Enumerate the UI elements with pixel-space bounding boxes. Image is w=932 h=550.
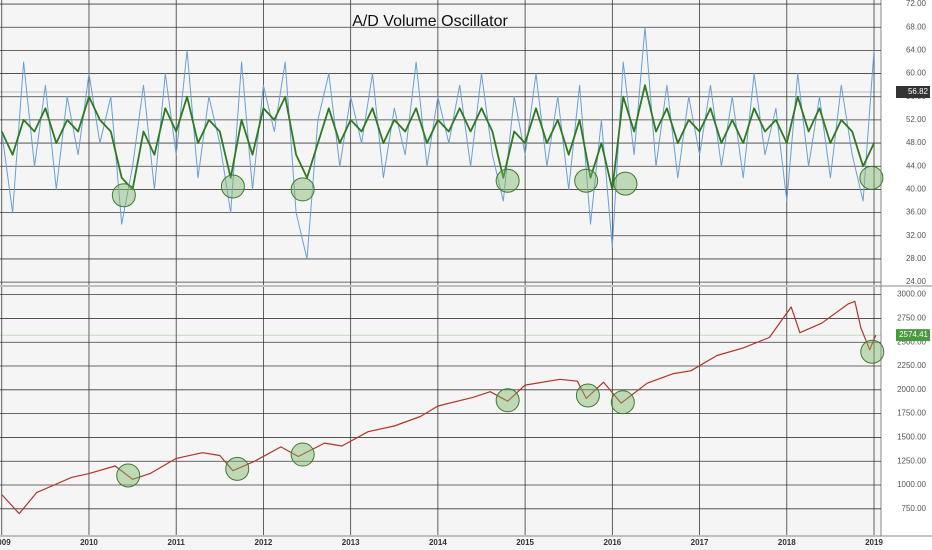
series-line: [1, 300, 877, 515]
y-tick-label: 36.00: [906, 208, 927, 217]
y-tick-label: 44.00: [906, 161, 927, 170]
x-tick-label: 2012: [255, 538, 273, 547]
x-tick-label: 2015: [516, 538, 534, 547]
x-tick-label: 2014: [429, 538, 447, 547]
y-tick-label: 64.00: [906, 46, 927, 55]
highlight-circle: [290, 442, 315, 467]
y-tick-label: 1750.00: [897, 409, 926, 418]
y-tick-label: 68.00: [906, 22, 927, 31]
series-line: [0, 84, 875, 191]
highlight-circle: [859, 165, 884, 190]
y-tick-label: 2250.00: [897, 361, 926, 370]
y-tick-label: 1500.00: [897, 433, 926, 442]
highlight-circle: [116, 463, 141, 488]
y-tick-label: 2000.00: [897, 385, 926, 394]
highlight-circle: [290, 177, 315, 202]
y-tick-label: 40.00: [906, 185, 927, 194]
x-tick-label: 2010: [80, 538, 98, 547]
y-tick-label: 32.00: [906, 231, 927, 240]
highlight-circle: [610, 390, 635, 415]
highlight-circle: [574, 168, 599, 193]
series-line: [1, 26, 875, 260]
y-tick-label: 60.00: [906, 69, 927, 78]
y-tick-label: 28.00: [906, 254, 927, 263]
y-tick-label: 3000.00: [897, 290, 926, 299]
y-tick-label: 2500.00: [897, 337, 926, 346]
highlight-circle: [575, 383, 600, 408]
y-tick-label: 2750.00: [897, 314, 926, 323]
axis-background: [881, 0, 932, 550]
highlight-circle: [225, 456, 250, 481]
highlight-circle: [860, 339, 885, 364]
y-tick-label: 72.00: [906, 0, 927, 8]
last-value-label: 2574.41: [899, 330, 928, 339]
highlight-circle: [495, 168, 520, 193]
last-value-box: [896, 329, 930, 342]
chart-title: A/D Volume Oscillator: [352, 13, 508, 30]
x-tick-label: 2013: [342, 538, 360, 547]
x-tick-label: 2019: [865, 538, 883, 547]
y-tick-label: 1000.00: [897, 480, 926, 489]
last-value-box: [896, 85, 930, 98]
y-tick-label: 48.00: [906, 138, 927, 147]
highlight-circle: [495, 388, 520, 413]
x-tick-label: 2011: [168, 538, 186, 547]
x-tick-label: 2017: [691, 538, 709, 547]
x-tick-label: 2018: [778, 538, 796, 547]
highlight-circle: [111, 183, 136, 208]
highlight-circle: [613, 171, 638, 196]
last-value-label: 56.82: [908, 87, 929, 96]
y-tick-label: 24.00: [906, 277, 927, 286]
x-tick-label: 2009: [0, 538, 11, 547]
highlight-circle: [220, 174, 245, 199]
y-tick-label: 1250.00: [897, 456, 926, 465]
y-tick-label: 52.00: [906, 115, 927, 124]
x-tick-label: 2016: [603, 538, 621, 547]
y-tick-label: 750.00: [902, 504, 927, 513]
